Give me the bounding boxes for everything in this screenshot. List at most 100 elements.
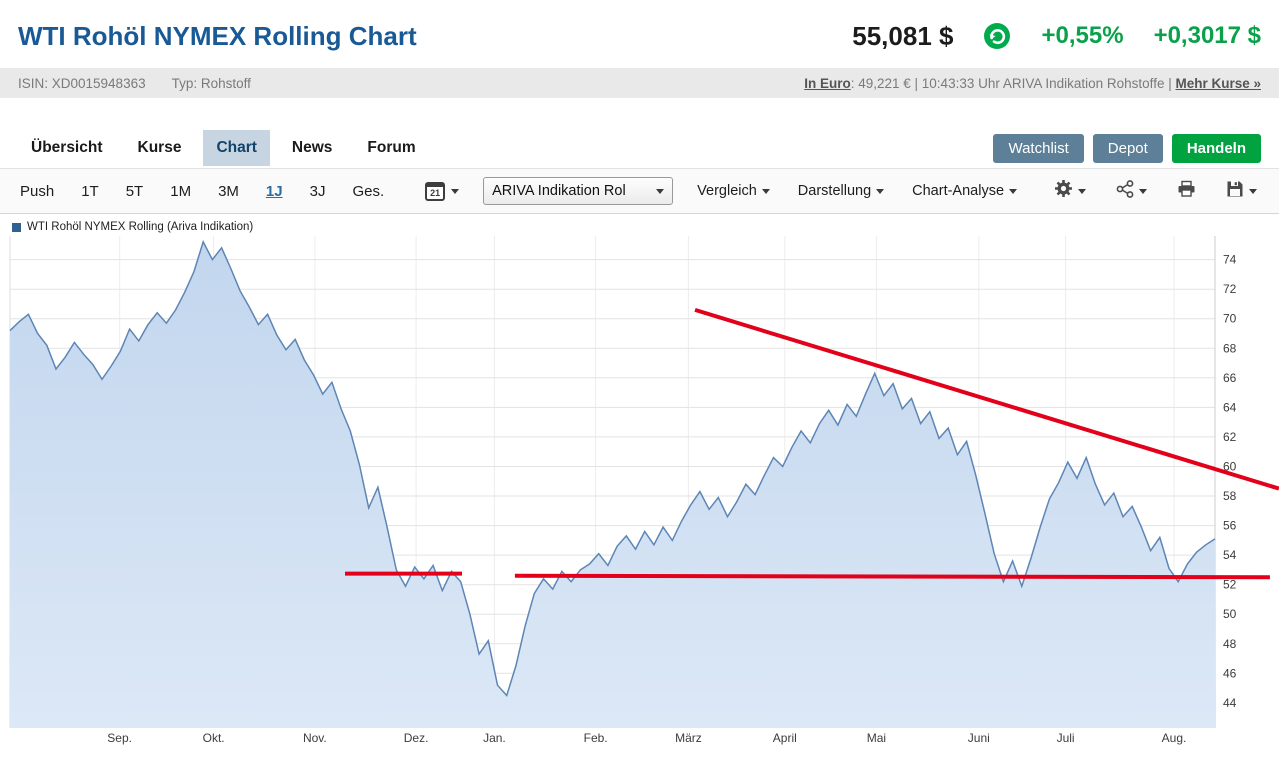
y-axis-label: 70 [1223, 312, 1237, 326]
settings-button[interactable] [1052, 177, 1088, 205]
period-5t[interactable]: 5T [125, 182, 144, 200]
y-axis-label: 54 [1223, 548, 1237, 562]
tab-kurse[interactable]: Kurse [137, 139, 182, 156]
current-price: 55,081 $ [852, 20, 954, 51]
y-axis-label: 58 [1223, 489, 1237, 503]
y-axis-label: 50 [1223, 607, 1237, 621]
menu-label: Chart-Analyse [912, 183, 1005, 199]
period-3m[interactable]: 3M [218, 182, 239, 200]
more-quotes-link[interactable]: Mehr Kurse » [1175, 75, 1261, 91]
x-axis-label: Dez. [403, 731, 429, 745]
x-axis-label: Aug. [1161, 731, 1187, 745]
chevron-down-icon [1139, 188, 1147, 194]
euro-quote-details: : 49,221 € | 10:43:33 Uhr ARIVA Indikati… [850, 75, 1176, 91]
y-axis-label: 64 [1223, 400, 1237, 414]
chevron-down-icon [1078, 188, 1086, 194]
x-axis: Sep. Okt. Nov. Dez. Jan. Feb. März April Mai Juni… [0, 728, 1279, 748]
menu-chart-analyse[interactable]: Chart-Analyse [912, 183, 1018, 199]
ariva-chart-page: WTI Rohöl NYMEX Rolling Chart 55,081 $ +… [0, 0, 1279, 748]
tab-forum[interactable]: Forum [367, 139, 416, 156]
chart-canvas[interactable]: 44 46 48 50 52 54 56 58 60 62 64 66 68 70 72 74 [0, 236, 1279, 728]
save-button[interactable] [1224, 178, 1259, 205]
main-nav: Übersicht Kurse Chart News Forum Watchlist De… [0, 130, 1279, 166]
period-1j[interactable]: 1J [265, 182, 283, 200]
x-axis-label: März [675, 731, 702, 745]
tab-news[interactable]: News [291, 139, 333, 156]
legend-marker [12, 222, 21, 232]
tab-chart[interactable]: Chart [203, 130, 270, 166]
period-1t[interactable]: 1T [81, 182, 99, 200]
depot-button[interactable]: Depot [1092, 133, 1163, 163]
x-axis-label: April [772, 731, 797, 745]
legend-label: WTI Rohöl NYMEX Rolling (Ariva Indikatio… [27, 221, 254, 233]
isin-label: ISIN: XD0015948363 [18, 75, 146, 91]
chevron-down-icon [876, 188, 885, 194]
period-1m[interactable]: 1M [170, 182, 192, 200]
chart-toolbar: Push 1T 5T 1M 3M 1J 3J Ges. 21 ARIVA Indikation… [0, 168, 1279, 214]
chevron-down-icon [656, 188, 665, 194]
menu-label: Darstellung [797, 183, 872, 199]
nodes-icon [1116, 179, 1134, 203]
price-chart[interactable]: 44 46 48 50 52 54 56 58 60 62 64 66 68 70 72 74 [0, 236, 1279, 728]
calendar-icon: 21 [425, 181, 446, 201]
price-area [10, 241, 1215, 728]
gear-icon [1054, 179, 1073, 203]
x-axis-label: Okt. [202, 731, 225, 745]
change-absolute: +0,3017 $ [1153, 22, 1261, 49]
chart-icon-buttons [1052, 177, 1259, 205]
in-euro-link[interactable]: In Euro [804, 75, 851, 91]
resistance-trendline[interactable] [694, 307, 1279, 491]
period-ges[interactable]: Ges. [352, 182, 385, 200]
period-3j[interactable]: 3J [309, 182, 326, 200]
y-axis-label: 74 [1223, 253, 1237, 267]
page-title: WTI Rohöl NYMEX Rolling Chart [18, 20, 417, 51]
menu-label: Vergleich [697, 183, 757, 199]
quote-meta: In Euro: 49,221 € | 10:43:33 Uhr ARIVA I… [804, 76, 1261, 91]
handeln-button[interactable]: Handeln [1171, 133, 1261, 163]
price-line [9, 239, 1216, 697]
tab-uebersicht[interactable]: Übersicht [31, 139, 103, 156]
type-label: Typ: Rohstoff [171, 75, 251, 91]
change-percent: +0,55% [1041, 22, 1124, 49]
y-axis-label: 72 [1223, 282, 1237, 296]
chart-legend: WTI Rohöl NYMEX Rolling (Ariva Indikatio… [0, 214, 1279, 236]
nav-tabs: Übersicht Kurse Chart News Forum [18, 130, 438, 166]
period-selector: Push 1T 5T 1M 3M 1J 3J Ges. [20, 183, 411, 200]
x-axis-label: Mai [866, 731, 887, 745]
x-axis-label: Nov. [302, 731, 327, 745]
watchlist-button[interactable]: Watchlist [993, 133, 1084, 163]
y-axis-label: 68 [1223, 341, 1237, 355]
print-button[interactable] [1175, 178, 1198, 205]
chevron-down-icon [1249, 188, 1257, 194]
x-axis-label: Feb. [583, 731, 608, 745]
indicators-button[interactable] [1114, 178, 1149, 205]
y-axis-label: 60 [1223, 460, 1237, 474]
menu-darstellung[interactable]: Darstellung [797, 183, 885, 199]
header: WTI Rohöl NYMEX Rolling Chart 55,081 $ +… [0, 0, 1279, 68]
x-axis-label: Juni [967, 731, 990, 745]
realtime-refresh-icon[interactable] [983, 22, 1011, 50]
chevron-down-icon [451, 188, 460, 194]
instrument-info-bar: ISIN: XD0015948363 Typ: Rohstoff In Euro:… [0, 68, 1279, 98]
support-line[interactable] [514, 573, 1270, 580]
printer-icon [1177, 180, 1196, 203]
period-push[interactable]: Push [20, 182, 55, 200]
y-axis-label: 48 [1223, 637, 1237, 651]
x-axis-label: Juli [1056, 731, 1075, 745]
instrument-select[interactable]: ARIVA Indikation Rol [483, 177, 674, 205]
y-axis-label: 52 [1223, 578, 1237, 592]
chevron-down-icon [1009, 188, 1018, 194]
x-axis-label: Jan. [483, 731, 506, 745]
instrument-meta: ISIN: XD0015948363 Typ: Rohstoff [18, 76, 277, 91]
y-axis-label: 62 [1223, 430, 1237, 444]
quote-summary: 55,081 $ +0,55% +0,3017 $ [852, 21, 1261, 52]
nav-action-buttons: Watchlist Depot Handeln [993, 130, 1261, 166]
menu-vergleich[interactable]: Vergleich [697, 183, 770, 199]
chart-menus: Vergleich Darstellung Chart-Analyse [697, 183, 1045, 199]
x-axis-label: Sep. [107, 731, 132, 745]
y-axis-label: 56 [1223, 519, 1237, 533]
date-range-picker[interactable]: 21 [425, 181, 460, 201]
y-axis-label: 66 [1223, 371, 1237, 385]
y-axis-label: 44 [1223, 696, 1237, 710]
chevron-down-icon [761, 188, 770, 194]
